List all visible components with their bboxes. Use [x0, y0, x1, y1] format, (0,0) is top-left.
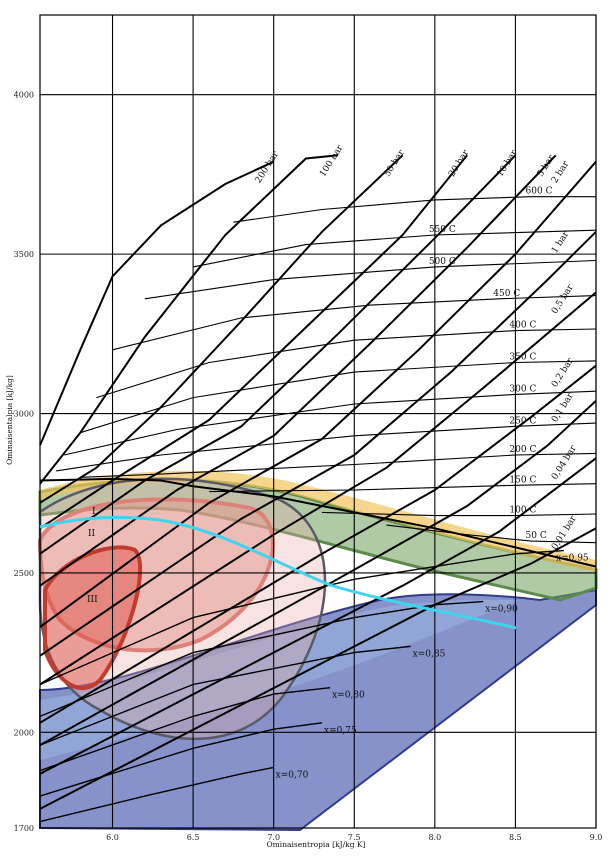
quality-label: x=0,70 [276, 770, 309, 780]
y-axis-title: Ominaisentalpia [kJ/kg] [5, 375, 14, 465]
quality-label: x=0,85 [413, 649, 446, 659]
y-axis-ticks: 1700 2000 2500 3000 3500 4000 [14, 91, 34, 833]
isotherm-label: 150 C [509, 475, 536, 485]
isotherm-label: 350 C [509, 353, 536, 363]
isotherm-line [192, 229, 597, 268]
isotherm-label: 400 C [509, 321, 536, 331]
quality-line [39, 600, 484, 718]
isotherm-line [80, 360, 597, 434]
x-tick-label: 7.5 [348, 833, 361, 842]
isotherm-label: 600 C [526, 187, 553, 197]
isobar-line [39, 291, 597, 686]
isotherm-line [56, 422, 597, 472]
isotherm-line [209, 483, 597, 493]
cyan-reference-line [39, 515, 517, 630]
isotherm-line [233, 196, 596, 223]
quality-line [39, 549, 564, 686]
isobar-line [39, 154, 557, 587]
isotherm-line [96, 328, 597, 399]
quality-line [39, 722, 323, 797]
x-tick-label: 7.0 [267, 833, 280, 842]
isobar-line [39, 231, 597, 657]
isotherm-line [80, 452, 597, 478]
isotherm-label: 450 C [493, 289, 520, 299]
chart-curves [39, 154, 597, 823]
isobar-line [39, 160, 275, 446]
isotherm-line [144, 259, 597, 300]
isobar-line [39, 154, 404, 504]
y-tick-label: 3000 [14, 410, 34, 419]
isotherm-label: 300 C [509, 384, 536, 394]
x-axis-ticks: 6.0 6.5 7.0 7.5 8.0 8.5 9.0 [106, 833, 602, 842]
isotherm-label: 500 C [429, 257, 456, 267]
isotherm-label: 100 C [509, 506, 536, 516]
isotherm-line [386, 524, 597, 544]
region-label-III: III [87, 595, 98, 605]
isobar-line [39, 527, 597, 810]
region-III-red [43, 545, 143, 691]
grid [39, 14, 597, 829]
region-label-II: II [88, 529, 96, 539]
quality-label: x=0,75 [324, 726, 357, 736]
y-tick-label: 2000 [14, 728, 34, 737]
region-label-I: I [92, 507, 96, 517]
x-tick-label: 6.0 [106, 833, 119, 842]
region-I-outline [38, 477, 327, 741]
quality-line [39, 766, 274, 823]
isotherm-label: 200 C [509, 445, 536, 455]
isobar-line [39, 154, 339, 485]
saturation-line [39, 477, 597, 568]
quality-label: x=0,80 [332, 691, 365, 701]
isobar-line [39, 457, 597, 775]
quality-line [39, 645, 411, 746]
isotherm-label: 250 C [509, 416, 536, 426]
x-tick-label: 8.5 [509, 833, 522, 842]
isobar-line [39, 400, 597, 746]
region-lightblue-area [40, 599, 520, 760]
region-yellow-band [40, 470, 596, 572]
y-tick-label: 4000 [14, 91, 34, 100]
x-axis-title: Ominaisentropia [kJ/kg K] [267, 840, 366, 849]
isobar-line [39, 154, 517, 555]
y-tick-label: 1700 [14, 824, 34, 833]
isotherm-line [112, 295, 597, 351]
quality-label: x=0,95 [556, 554, 589, 564]
isotherm-label: 550 C [429, 225, 456, 235]
x-tick-label: 9.0 [590, 833, 603, 842]
quality-label: x=0,90 [485, 605, 518, 615]
isotherm-line [321, 511, 597, 517]
y-tick-label: 2500 [14, 569, 34, 578]
isotherm-line [64, 390, 597, 456]
isobar-line [39, 364, 597, 724]
isotherm-label: 50 C [526, 531, 547, 541]
x-tick-label: 6.5 [187, 833, 200, 842]
x-tick-label: 8.0 [428, 833, 441, 842]
quality-line [39, 687, 331, 772]
isobar-line [39, 154, 468, 530]
y-tick-label: 3500 [14, 250, 34, 259]
